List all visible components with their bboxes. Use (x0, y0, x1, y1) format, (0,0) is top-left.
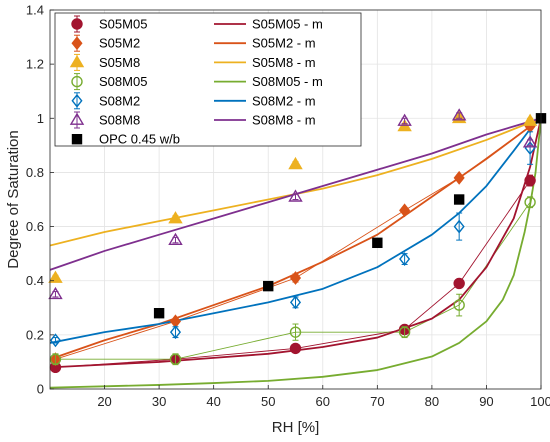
legend-label: S05M2 (99, 36, 140, 51)
x-ticks: 20 30 40 50 60 70 80 90 100 (97, 385, 550, 409)
data-point (169, 325, 182, 340)
data-point (168, 232, 183, 246)
data-point (522, 135, 538, 148)
x-tick-label: 100 (530, 394, 550, 409)
data-point (49, 353, 62, 365)
y-tick-label: 1 (37, 111, 44, 126)
y-tick-label: 0.8 (26, 165, 44, 180)
legend-item-s05m2-m: S05M2 - m (214, 36, 316, 51)
data-point (453, 219, 465, 234)
legend-item-s08m05-m: S08M05 - m (214, 74, 323, 89)
series-s08m05 (49, 196, 536, 366)
legend-marker-swatch (71, 36, 83, 51)
data-point (399, 252, 411, 266)
legend-marker-swatch (71, 93, 83, 108)
legend-label: S08M2 (99, 93, 140, 108)
legend-label: S08M8 - m (252, 113, 316, 128)
legend-label: S08M2 - m (252, 93, 316, 108)
x-tick-label: 70 (370, 394, 384, 409)
data-point (524, 174, 536, 187)
y-tick-label: 0 (37, 382, 44, 397)
thin-connector-line (55, 180, 531, 368)
data-point (399, 203, 411, 218)
data-point (372, 237, 383, 249)
data-point (524, 196, 536, 208)
x-tick-label: 60 (316, 394, 330, 409)
legend-label: S05M8 (99, 55, 140, 70)
y-tick-label: 0.2 (26, 327, 44, 342)
x-tick-label: 90 (479, 394, 493, 409)
legend-item-s08m05: S08M05 (71, 73, 147, 91)
data-point (153, 308, 165, 319)
legend-label: S08M05 - m (252, 74, 323, 89)
x-axis-label: RH [%] (272, 419, 320, 436)
data-point (48, 286, 63, 300)
legend-item-s08m2: S08M2 (71, 92, 140, 110)
legend-label: S08M8 (99, 113, 140, 128)
legend-item-s08m8: S08M8 (69, 111, 140, 129)
x-tick-label: 80 (425, 394, 439, 409)
plot-frame (49, 9, 542, 390)
data-point (451, 108, 467, 121)
legend-item-s05m8-m: S05M8 - m (214, 55, 316, 70)
data-point (288, 156, 303, 170)
legend-item-s05m05-m: S05M05 - m (214, 17, 323, 32)
data-point (398, 326, 411, 338)
legend-item-s05m05: S05M05 (71, 15, 147, 33)
x-tick-label: 20 (97, 394, 111, 409)
data-point (522, 113, 538, 126)
x-tick-label: 40 (206, 394, 220, 409)
y-tick-label: 1.2 (26, 57, 44, 72)
data-point (263, 280, 274, 292)
legend-label: S05M8 - m (252, 55, 316, 70)
legend-label: S05M05 - m (252, 17, 323, 32)
data-point (453, 170, 465, 185)
line-s08m05-m (50, 118, 541, 389)
data-point (289, 342, 302, 355)
data-point (453, 299, 465, 311)
legend-item-opc-0-45-w-b: OPC 0.45 w/b (71, 132, 180, 147)
legend-label: OPC 0.45 w/b (99, 132, 180, 147)
y-axis-label: Degree of Saturation (5, 130, 22, 268)
data-points (48, 108, 547, 374)
data-point (169, 353, 182, 365)
legend-item-s08m2-m: S08M2 - m (214, 93, 316, 108)
y-tick-label: 0.6 (26, 219, 44, 234)
legend-marker-swatch (71, 18, 83, 30)
data-point (289, 295, 302, 310)
data-point (168, 211, 183, 224)
line-s08m2-m (50, 117, 541, 344)
data-point (48, 270, 63, 283)
legend: S05M05 S05M05 - m S05M2 S05M2 - m S05M8 S05M8… (54, 12, 362, 147)
legend-marker-swatch (69, 112, 85, 125)
data-point (397, 113, 412, 126)
data-point (453, 194, 465, 205)
y-ticks: 0 0.2 0.4 0.6 0.8 1 1.2 1.4 (26, 3, 54, 397)
legend-label: S05M05 (99, 17, 147, 32)
data-point (49, 333, 61, 348)
legend-marker-swatch (71, 75, 83, 88)
x-tick-label: 30 (152, 394, 166, 409)
legend-box (54, 12, 362, 147)
y-tick-label: 0.4 (26, 273, 44, 288)
legend-item-s05m2: S05M2 (71, 34, 140, 52)
legend-label: S08M05 (99, 74, 147, 89)
data-point (288, 189, 303, 202)
x-tick-label: 50 (261, 394, 275, 409)
legend-item-s08m8-m: S08M8 - m (214, 113, 316, 128)
data-point (453, 277, 465, 290)
data-point (524, 141, 536, 155)
series-s08m8 (48, 108, 538, 300)
legend-label: S05M2 - m (252, 36, 316, 51)
y-tick-label: 1.4 (26, 3, 44, 18)
thin-connector-line (55, 201, 531, 360)
data-point (289, 326, 302, 338)
data-point (289, 271, 302, 285)
legend-marker-swatch (69, 55, 85, 68)
legend-marker-swatch (71, 133, 83, 145)
legend-item-s05m8: S05M8 (69, 53, 140, 71)
line-s05m05-m (50, 118, 541, 369)
